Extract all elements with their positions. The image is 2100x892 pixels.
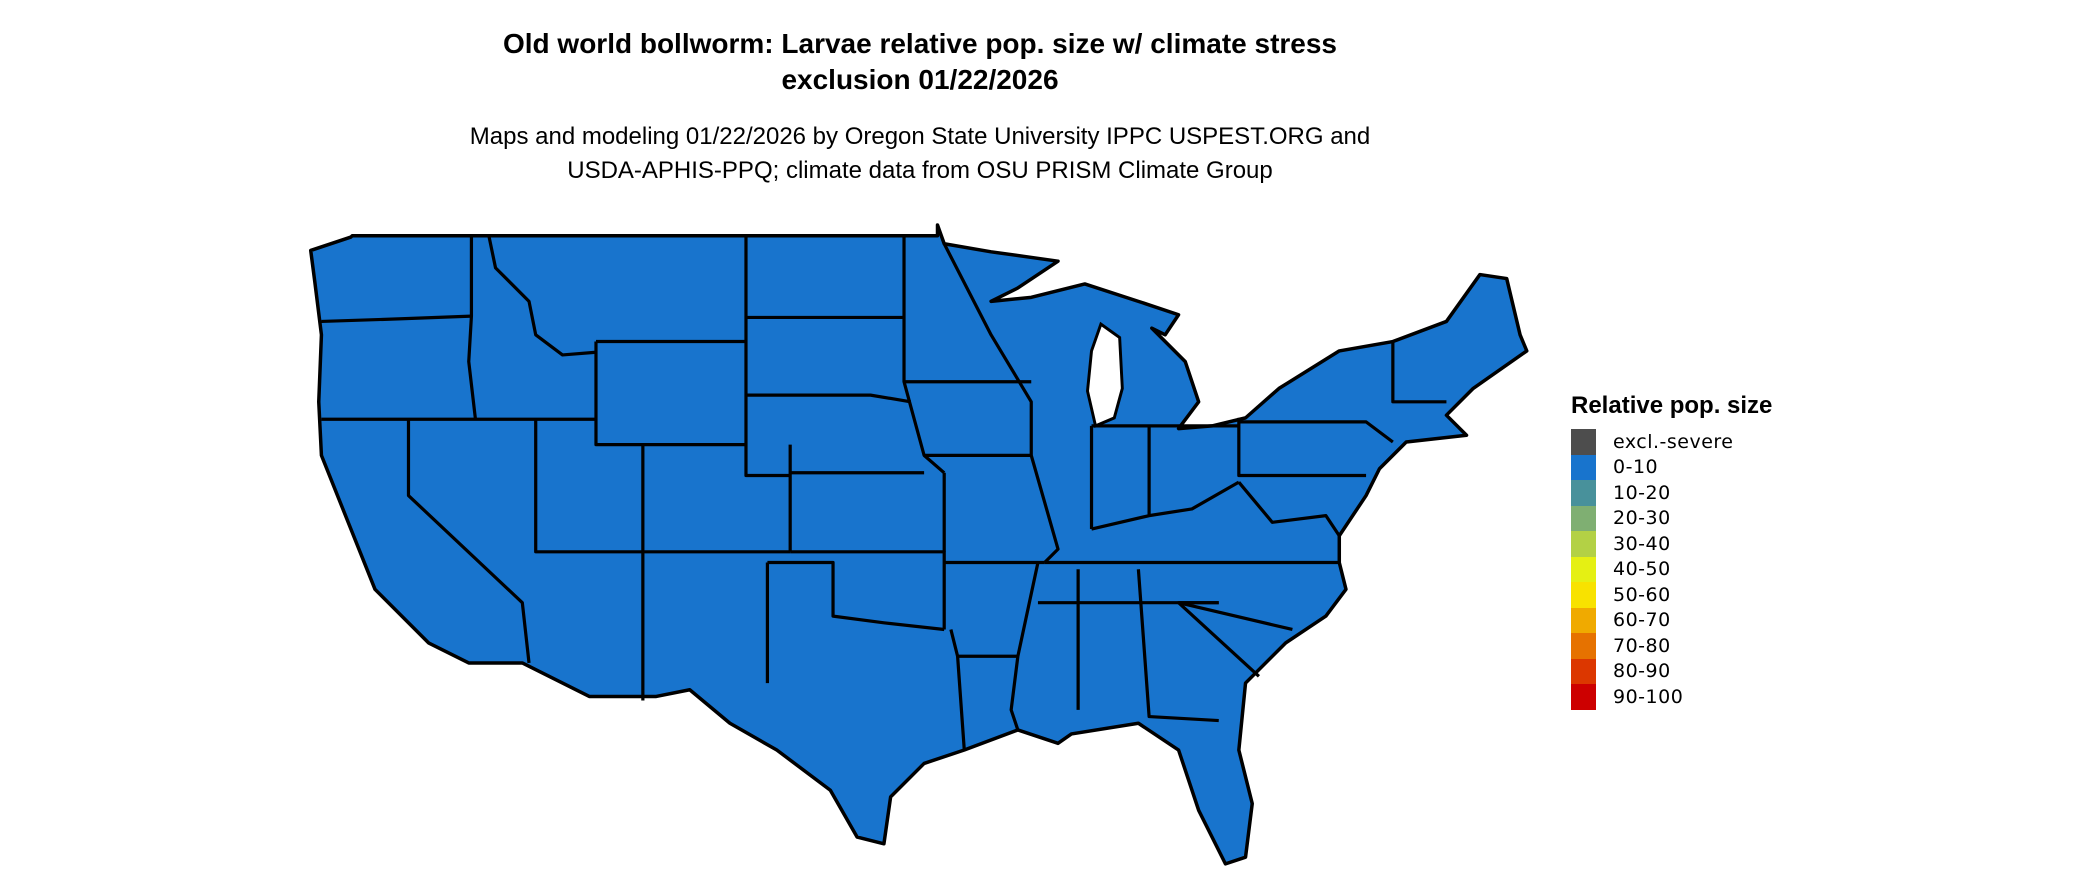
legend-label: 60-70 (1613, 609, 1671, 632)
legend-label: 20-30 (1613, 507, 1671, 530)
state-borders (321, 235, 1447, 751)
title-line-1: Old world bollworm: Larvae relative pop.… (502, 28, 1338, 59)
legend-item: 70-80 (1571, 633, 1772, 659)
legend-item: 60-70 (1571, 607, 1772, 633)
conus-outline (308, 223, 1529, 866)
legend-swatch (1571, 454, 1596, 480)
legend-swatch (1571, 633, 1596, 659)
legend-swatch (1571, 684, 1596, 710)
legend-label: 30-40 (1613, 532, 1671, 555)
legend-swatch (1571, 556, 1596, 582)
legend-swatch (1571, 607, 1596, 633)
legend-item: 30-40 (1571, 531, 1772, 557)
map-subtitle: Maps and modeling 01/22/2026 by Oregon S… (0, 120, 1840, 188)
legend: Relative pop. size excl.-severe 0-10 10-20… (1571, 392, 1772, 710)
legend-label: 0-10 (1613, 456, 1659, 479)
legend-swatch (1571, 531, 1596, 557)
legend-item: 0-10 (1571, 454, 1772, 480)
legend-item: 20-30 (1571, 505, 1772, 531)
legend-item: 80-90 (1571, 658, 1772, 684)
legend-label: 40-50 (1613, 558, 1671, 581)
legend-label: 90-100 (1613, 685, 1684, 708)
legend-label: excl.-severe (1613, 430, 1734, 453)
legend-title: Relative pop. size (1571, 392, 1773, 419)
subtitle-line-1: Maps and modeling 01/22/2026 by Oregon S… (469, 123, 1371, 150)
title-line-2: exclusion 01/22/2026 (781, 64, 1059, 95)
legend-item: 40-50 (1571, 556, 1772, 582)
legend-swatch (1571, 582, 1596, 608)
legend-label: 80-90 (1613, 660, 1671, 683)
map-title: Old world bollworm: Larvae relative pop.… (0, 26, 1840, 98)
legend-item: 90-100 (1571, 684, 1772, 710)
legend-label: 10-20 (1613, 481, 1671, 504)
legend-item: 10-20 (1571, 480, 1772, 506)
legend-label: 70-80 (1613, 634, 1671, 657)
lake-michigan (1086, 321, 1124, 428)
legend-swatch (1571, 429, 1596, 455)
legend-item: excl.-severe (1571, 429, 1772, 455)
legend-item: 50-60 (1571, 582, 1772, 608)
legend-swatch (1571, 480, 1596, 506)
subtitle-line-2: USDA-APHIS-PPQ; climate data from OSU PR… (567, 157, 1273, 184)
legend-swatch (1571, 505, 1596, 531)
legend-label: 50-60 (1613, 583, 1671, 606)
legend-swatch (1571, 658, 1596, 684)
